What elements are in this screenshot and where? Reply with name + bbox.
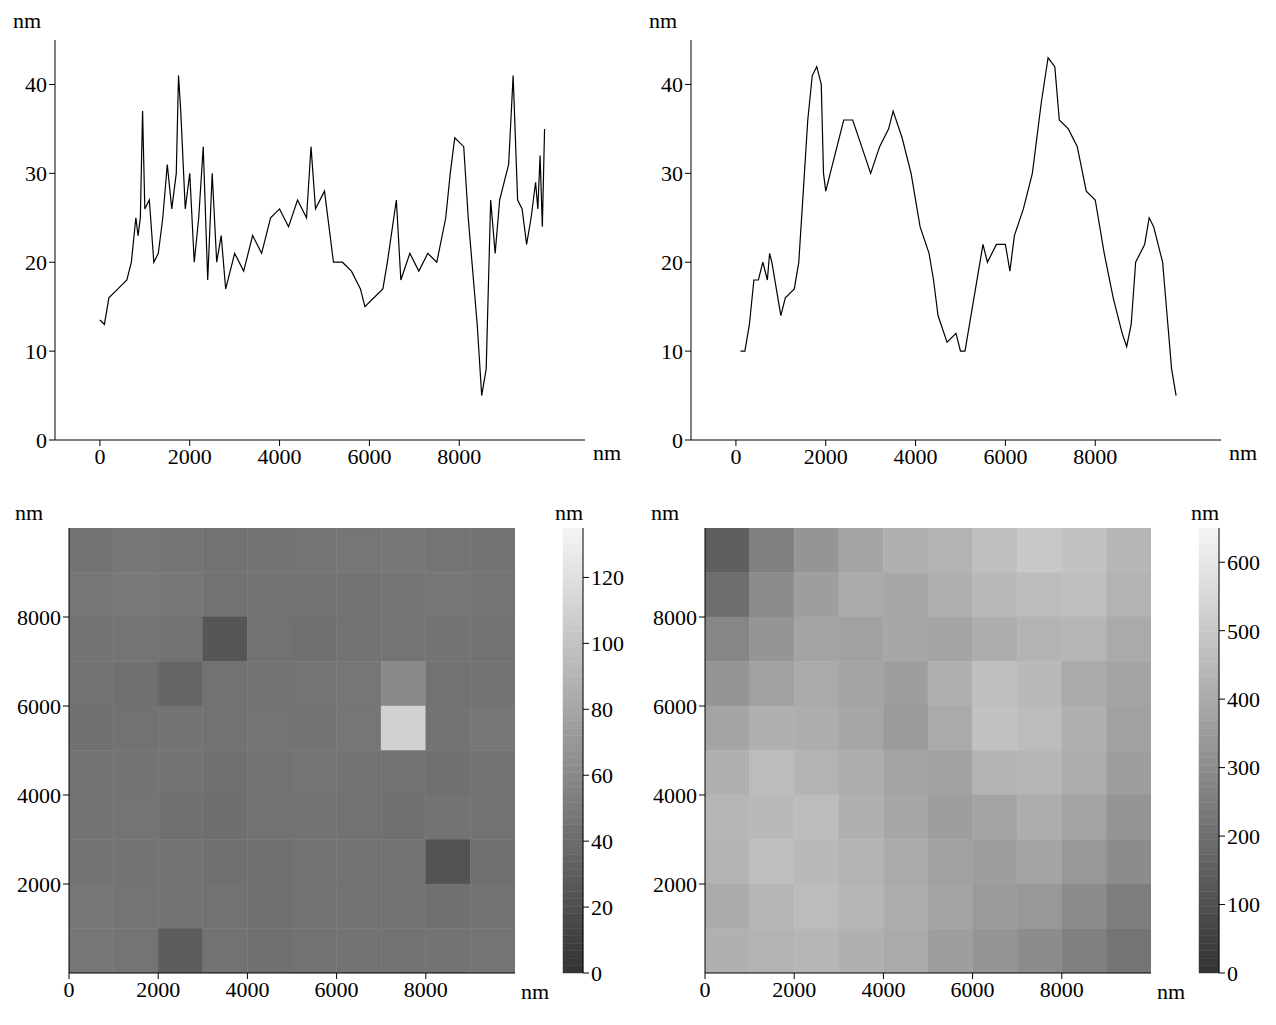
svg-text:4000: 4000 [258, 444, 302, 469]
svg-text:6000: 6000 [347, 444, 391, 469]
html-text:nm: nm [1157, 979, 1186, 1004]
svg-text:0: 0 [64, 977, 75, 1002]
svg-text:8000: 8000 [1073, 444, 1117, 469]
svg-text:500: 500 [1227, 619, 1260, 644]
html-text:nm: nm [651, 500, 680, 525]
html-text:nm: nm [593, 440, 622, 465]
html-text:nm: nm [521, 979, 550, 1004]
svg-text:4000: 4000 [653, 783, 697, 808]
svg-text:60: 60 [591, 763, 613, 788]
svg-text:10: 10 [661, 339, 683, 364]
svg-text:0: 0 [591, 961, 602, 986]
svg-text:80: 80 [591, 697, 613, 722]
svg-text:4000: 4000 [894, 444, 938, 469]
svg-text:40: 40 [591, 829, 613, 854]
svg-text:2000: 2000 [804, 444, 848, 469]
svg-text:8000: 8000 [437, 444, 481, 469]
svg-text:100: 100 [1227, 892, 1260, 917]
svg-text:400: 400 [1227, 687, 1260, 712]
svg-text:2000: 2000 [17, 872, 61, 897]
svg-text:8000: 8000 [653, 605, 697, 630]
svg-text:4000: 4000 [225, 977, 269, 1002]
html-text:nm: nm [1229, 440, 1258, 465]
svg-text:4000: 4000 [861, 977, 905, 1002]
svg-text:300: 300 [1227, 755, 1260, 780]
svg-text:0: 0 [700, 977, 711, 1002]
svg-text:20: 20 [25, 250, 47, 275]
svg-text:2000: 2000 [653, 872, 697, 897]
svg-text:6000: 6000 [315, 977, 359, 1002]
svg-text:30: 30 [661, 161, 683, 186]
svg-text:0: 0 [36, 428, 47, 453]
html-text:nm: nm [649, 8, 678, 33]
svg-text:2000: 2000 [136, 977, 180, 1002]
svg-text:8000: 8000 [17, 605, 61, 630]
svg-text:6000: 6000 [17, 694, 61, 719]
svg-text:0: 0 [672, 428, 683, 453]
svg-text:2000: 2000 [772, 977, 816, 1002]
svg-text:0: 0 [730, 444, 741, 469]
svg-text:6000: 6000 [653, 694, 697, 719]
svg-text:8000: 8000 [1040, 977, 1084, 1002]
svg-text:20: 20 [591, 895, 613, 920]
svg-text:40: 40 [661, 72, 683, 97]
svg-text:600: 600 [1227, 550, 1260, 575]
html-text:nm: nm [13, 8, 42, 33]
svg-text:200: 200 [1227, 824, 1260, 849]
svg-text:8000: 8000 [404, 977, 448, 1002]
svg-text:2000: 2000 [168, 444, 212, 469]
svg-text:40: 40 [25, 72, 47, 97]
svg-text:4000: 4000 [17, 783, 61, 808]
svg-text:20: 20 [661, 250, 683, 275]
svg-text:0: 0 [1227, 961, 1238, 986]
html-text:nm: nm [1191, 500, 1220, 525]
svg-text:6000: 6000 [951, 977, 995, 1002]
html-text:nm: nm [15, 500, 44, 525]
svg-text:30: 30 [25, 161, 47, 186]
svg-text:0: 0 [94, 444, 105, 469]
html-text:nm: nm [555, 500, 584, 525]
svg-text:10: 10 [25, 339, 47, 364]
svg-text:100: 100 [591, 631, 624, 656]
svg-text:6000: 6000 [983, 444, 1027, 469]
svg-text:120: 120 [591, 565, 624, 590]
